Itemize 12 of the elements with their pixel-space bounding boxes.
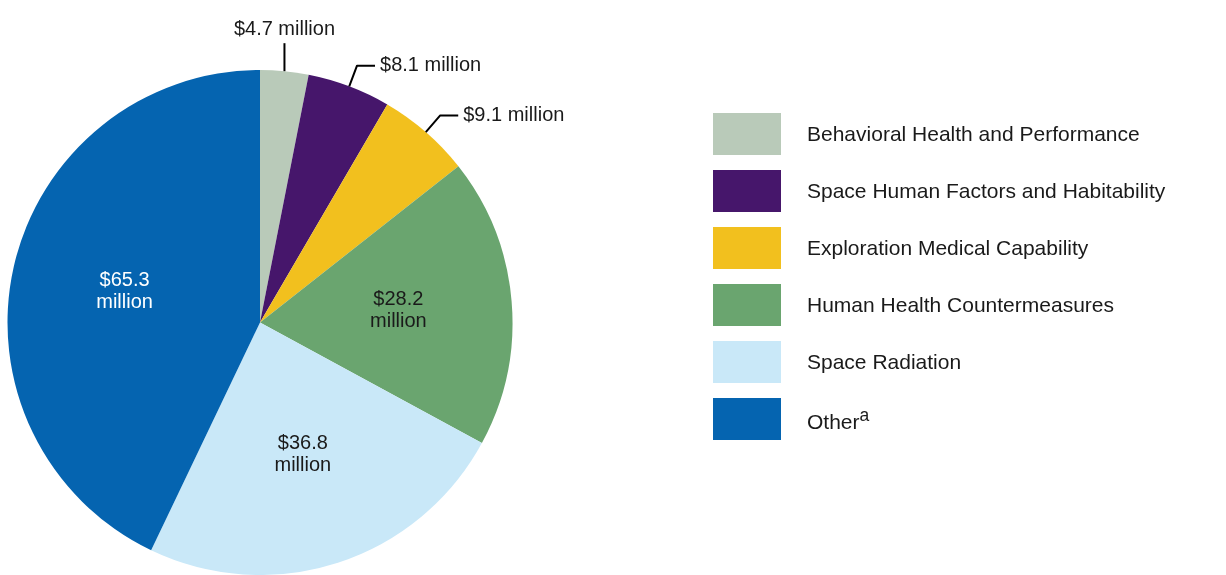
legend-label: Space Human Factors and Habitability [807,179,1166,203]
data-label: $8.1 million [380,53,482,76]
legend-label: Space Radiation [807,350,962,374]
legend-label: Human Health Countermeasures [807,293,1114,317]
data-label: $36.8 million [274,431,332,476]
data-label: $9.1 million [463,102,565,125]
data-label: $4.7 million [233,16,336,39]
data-label: $28.2 million [370,287,427,332]
legend-label: Other$^{a}$ [807,404,870,434]
data-label: $65.3 million [96,268,153,313]
legend-label: Behavioral Health and Performance [807,122,1140,146]
legend-label: Exploration Medical Capability [807,236,1089,260]
